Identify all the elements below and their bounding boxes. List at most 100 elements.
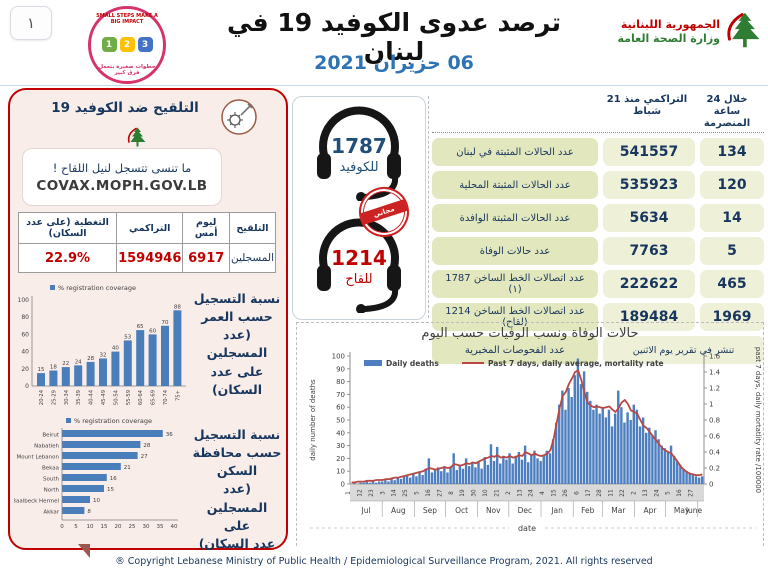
stats-row: عدد الحالات المثبتة الوافدة 5634 14: [432, 204, 764, 232]
stats-header: التراكمي منذ 21 شباط خلال 24 ساعة المنصر…: [432, 94, 764, 133]
svg-text:Daily deaths: Daily deaths: [386, 359, 439, 368]
vac-col-header: التغطية (على عدد السكان): [17, 212, 118, 244]
svg-text:20-24: 20-24: [39, 389, 45, 405]
svg-text:8: 8: [87, 509, 91, 515]
svg-text:28: 28: [87, 356, 94, 362]
stats-row: عدد اتصالات الخط الساخن 1214 (لقاح) 1894…: [432, 303, 764, 331]
svg-text:date: date: [518, 524, 536, 533]
stat-cumulative: 189484: [603, 303, 695, 331]
svg-text:0: 0: [709, 481, 713, 489]
svg-text:Mar: Mar: [611, 506, 626, 515]
virus-vaccine-icon: [220, 98, 258, 136]
panel-tail: [78, 544, 90, 558]
stat-cumulative: 7763: [603, 237, 695, 265]
svg-text:21: 21: [494, 489, 500, 497]
svg-text:30: 30: [336, 442, 345, 450]
svg-text:Jul: Jul: [361, 506, 371, 515]
svg-text:0.8: 0.8: [709, 417, 720, 425]
svg-text:40: 40: [21, 349, 29, 356]
stats-row: عدد اتصالات الخط الساخن 1787 (١) 222622 …: [432, 270, 764, 298]
stat-24h: 120: [700, 171, 764, 199]
svg-text:0: 0: [25, 383, 29, 390]
campaign-step: 3: [137, 37, 153, 52]
stat-24h: 134: [700, 138, 764, 166]
stat-label: عدد اتصالات الخط الساخن 1787 (١): [432, 270, 598, 298]
covax-url[interactable]: COVAX.MOPH.GOV.LB: [36, 177, 208, 194]
svg-text:Akkar: Akkar: [43, 510, 59, 516]
svg-text:45-49: 45-49: [101, 390, 107, 405]
svg-text:Nov: Nov: [486, 506, 501, 515]
covid-hotline-number: 1787: [331, 134, 387, 158]
svg-text:27: 27: [141, 454, 148, 460]
svg-text:May: May: [674, 506, 690, 515]
vac-cumulative: 1594946: [116, 243, 184, 273]
svg-text:32: 32: [100, 352, 107, 358]
svg-text:daily number of deaths: daily number of deaths: [309, 379, 317, 461]
svg-text:28: 28: [143, 443, 150, 449]
separator: [763, 322, 764, 546]
svg-text:20: 20: [336, 455, 345, 463]
svg-text:10: 10: [93, 498, 100, 504]
svg-text:60: 60: [21, 331, 29, 338]
svg-text:100: 100: [332, 353, 345, 361]
svg-text:15: 15: [38, 367, 45, 373]
stat-24h: 5: [700, 237, 764, 265]
svg-text:65-69: 65-69: [151, 390, 157, 405]
svg-text:past 7 days, daily mortatlity: past 7 days, daily mortatlity rate /1000…: [754, 347, 762, 493]
svg-text:0.6: 0.6: [709, 433, 721, 441]
svg-text:25: 25: [129, 524, 136, 530]
svg-text:20: 20: [21, 366, 29, 373]
svg-text:25-29: 25-29: [51, 390, 57, 405]
svg-text:35: 35: [157, 524, 164, 530]
vac-col-header: ليوم أمس: [182, 212, 231, 244]
svg-text:40: 40: [336, 429, 345, 437]
svg-text:16: 16: [426, 489, 432, 497]
campaign-logo-bottom-text: خطوات صغيرة بتعمل فرق كبير: [98, 64, 156, 76]
svg-text:1.4: 1.4: [709, 369, 721, 377]
stat-cumulative: 541557: [603, 138, 695, 166]
svg-text:15: 15: [552, 489, 558, 497]
svg-text:55-59: 55-59: [126, 390, 132, 405]
campaign-logo-top-text: SMALL STEPS MAKE A BIG IMPACT: [96, 13, 158, 25]
separator: [296, 322, 764, 323]
svg-text:10: 10: [483, 489, 489, 497]
svg-text:North: North: [44, 488, 60, 494]
svg-text:11: 11: [609, 489, 615, 497]
svg-text:17: 17: [586, 489, 592, 497]
svg-text:12: 12: [357, 489, 363, 497]
svg-text:70: 70: [336, 391, 345, 399]
svg-text:30: 30: [472, 489, 478, 497]
cedar-icon-small: [126, 126, 148, 148]
svg-text:Oct: Oct: [455, 506, 468, 515]
svg-text:0: 0: [60, 524, 64, 530]
stat-label: عدد حالات الوفاة: [432, 237, 598, 265]
svg-text:30-34: 30-34: [64, 389, 70, 405]
svg-text:23: 23: [369, 489, 375, 497]
svg-text:Baalbeck Hermel: Baalbeck Hermel: [14, 499, 59, 505]
svg-text:22: 22: [620, 489, 626, 497]
vaccination-table: التلقيح ليوم أمس التراكمي التغطية (على ع…: [17, 212, 276, 273]
stat-label: عدد الحالات المثبتة الوافدة: [432, 204, 598, 232]
svg-text:65: 65: [137, 324, 144, 330]
stat-cumulative: 535923: [603, 171, 695, 199]
svg-text:Mount Lebanon: Mount Lebanon: [16, 455, 59, 461]
svg-text:1: 1: [709, 401, 713, 409]
svg-text:4: 4: [540, 491, 546, 495]
stat-24h: 14: [700, 204, 764, 232]
svg-text:1.2: 1.2: [709, 385, 720, 393]
svg-text:Feb: Feb: [581, 506, 595, 515]
svg-text:Sep: Sep: [423, 506, 437, 515]
svg-text:Apr: Apr: [644, 506, 658, 515]
page-number: ١: [26, 14, 36, 32]
copyright-text: ® Copyright Lebanese Ministry of Public …: [115, 556, 653, 567]
svg-text:13: 13: [517, 489, 523, 497]
report-date: 06 حزيران 2021: [314, 52, 474, 74]
stats-table: التراكمي منذ 21 شباط خلال 24 ساعة المنصر…: [432, 94, 764, 369]
svg-text:20: 20: [115, 524, 122, 530]
vac-col-header: التراكمي: [116, 212, 184, 244]
svg-text:50: 50: [336, 417, 345, 425]
svg-text:Bekaa: Bekaa: [42, 466, 59, 472]
note-text: ما تنسى تتسجل لنيل اللقاح !: [52, 160, 192, 175]
